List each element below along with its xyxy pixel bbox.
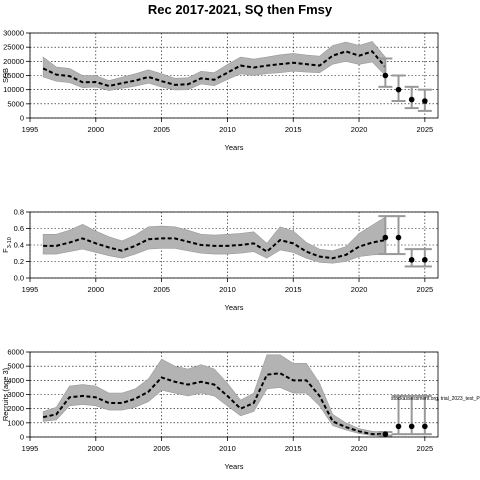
- x-tick-label: 2015: [285, 444, 302, 453]
- forecast-point: [395, 234, 402, 241]
- x-tick-label: 2020: [351, 285, 368, 294]
- y-tick-label: 1000: [7, 418, 24, 427]
- y-tick-label: 5000: [7, 99, 24, 108]
- x-tick-label: 1995: [22, 125, 39, 134]
- y-tick-label: 5000: [7, 362, 24, 371]
- y-tick-label: 0.4: [14, 241, 24, 250]
- x-axis-label: Years: [225, 303, 244, 312]
- y-tick-label: 30000: [3, 29, 24, 38]
- x-tick-label: 2015: [285, 125, 302, 134]
- x-tick-label: 2000: [87, 285, 104, 294]
- x-tick-label: 2020: [351, 125, 368, 134]
- y-tick-label: 10000: [3, 85, 24, 94]
- forecast-point: [382, 72, 389, 79]
- x-tick-label: 2005: [153, 285, 170, 294]
- y-tick-label: 15000: [3, 71, 24, 80]
- confidence-band: [42, 354, 386, 436]
- forecast-point: [382, 234, 389, 241]
- y-axis-label: Recruits (age 3): [1, 367, 10, 421]
- y-tick-label: 0.6: [14, 224, 24, 233]
- x-tick-label: 1995: [22, 285, 39, 294]
- estimate-line: [42, 372, 386, 436]
- x-tick-label: 2010: [219, 125, 236, 134]
- panel-1: 1995 2000 2005 2010 2015 2020 2025 0 5000 10000 15…: [1, 29, 439, 152]
- y-tick-label: 0.2: [14, 257, 24, 266]
- y-tick-label: 0: [20, 114, 24, 123]
- estimate-line: [43, 237, 386, 260]
- estimate-line: [42, 50, 387, 88]
- y-tick-label: 2000: [7, 404, 24, 413]
- confidence-band: [42, 216, 386, 264]
- forecast-point: [422, 423, 428, 430]
- y-tick-label: 25000: [3, 43, 24, 52]
- confidence-band: [42, 41, 386, 91]
- x-tick-label: 2005: [153, 444, 170, 453]
- forecast-point: [408, 423, 415, 430]
- figure-title: Rec 2017-2021, SQ then Fmsy: [148, 2, 333, 17]
- forecast-point: [395, 86, 402, 93]
- x-axis-label: Years: [225, 462, 244, 471]
- x-tick-label: 2015: [285, 285, 302, 294]
- x-tick-label: 2010: [219, 444, 236, 453]
- y-tick-label: 0.0: [14, 274, 24, 283]
- forecast-point: [382, 431, 389, 437]
- x-axis-label: Years: [225, 143, 244, 152]
- forecast-point: [422, 257, 428, 263]
- watermark-note: stockassessment.org, trial_2023_test_Pla…: [391, 396, 480, 402]
- x-tick-label: 2005: [153, 125, 170, 134]
- y-axis-label-subscript: 3-10: [7, 237, 13, 248]
- x-tick-label: 1995: [22, 444, 39, 453]
- y-tick-label: 20000: [3, 57, 24, 66]
- x-tick-label: 2010: [219, 285, 236, 294]
- forecast-point: [408, 96, 415, 103]
- x-tick-label: 2020: [351, 444, 368, 453]
- y-tick-label: 4000: [7, 376, 24, 385]
- x-tick-label: 2025: [416, 285, 433, 294]
- y-axis-label: SSB: [1, 68, 10, 83]
- y-tick-label: 0.8: [14, 208, 24, 217]
- forecast-point: [408, 257, 415, 263]
- panel-3: 1995 2000 2005 2010 2015 2020 2025 0 1000 2000 300…: [1, 348, 439, 471]
- x-tick-label: 2025: [416, 125, 433, 134]
- x-tick-label: 2000: [87, 444, 104, 453]
- forecast-point: [395, 423, 402, 430]
- panel-2: 1995 2000 2005 2010 2015 2020 2025 0.0 0.2 0.4 0.6…: [1, 208, 439, 312]
- y-axis-label: F3-10: [1, 237, 13, 253]
- y-tick-label: 3000: [7, 390, 24, 399]
- x-tick-label: 2000: [87, 125, 104, 134]
- x-tick-label: 2025: [416, 444, 433, 453]
- y-tick-label: 6000: [7, 348, 24, 357]
- y-tick-label: 0: [20, 433, 24, 442]
- forecast-point: [422, 98, 428, 104]
